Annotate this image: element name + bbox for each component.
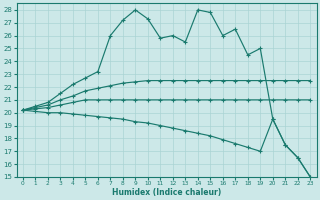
X-axis label: Humidex (Indice chaleur): Humidex (Indice chaleur) <box>112 188 221 197</box>
